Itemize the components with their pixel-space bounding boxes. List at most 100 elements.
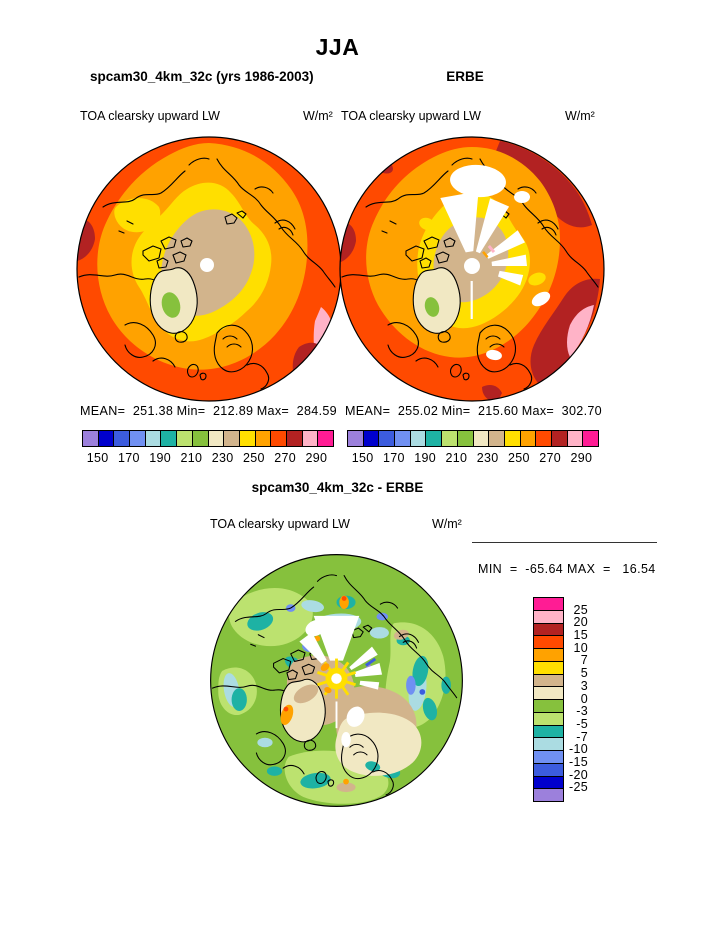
colorbar-tick: 190 xyxy=(149,451,172,465)
colorbar-tick: 190 xyxy=(414,451,437,465)
colorbar-label: -5 xyxy=(576,716,588,731)
obs-missing-data-wedges xyxy=(440,164,551,361)
minmax-divider xyxy=(472,542,657,543)
colorbar-cell-magenta xyxy=(318,431,333,446)
model-variable-label: TOA clearsky upward LW xyxy=(80,109,220,123)
colorbar-label: 15 xyxy=(573,628,588,643)
greenland-cold-spot xyxy=(161,292,181,318)
colorbar-label: -3 xyxy=(576,704,588,719)
model-colorbar xyxy=(82,430,334,447)
model-map xyxy=(76,136,342,402)
colorbar-cell-cornflower xyxy=(395,431,411,446)
diff-panel-title: spcam30_4km_32c - ERBE xyxy=(251,480,424,495)
colorbar-cell-purple xyxy=(348,431,364,446)
colorbar-tick: 170 xyxy=(117,451,140,465)
model-mean: MEAN= 251.38 xyxy=(80,404,174,418)
colorbar-cell-redorange xyxy=(534,636,563,649)
colorbar-label: 7 xyxy=(580,653,588,668)
colorbar-cell-redorange xyxy=(536,431,552,446)
colorbar-label: 25 xyxy=(573,602,588,617)
colorbar-cell-royal xyxy=(534,763,563,777)
obs-map xyxy=(339,136,605,402)
colorbar-cell-orange xyxy=(534,649,563,662)
model-panel-title: spcam30_4km_32c (yrs 1986-2003) xyxy=(90,69,314,84)
colorbar-tick: 170 xyxy=(382,451,405,465)
obs-min: Min= 215.60 xyxy=(441,404,519,418)
colorbar-cell-orange xyxy=(255,431,272,446)
colorbar-cell-brick xyxy=(551,431,568,446)
colorbar-tick: 250 xyxy=(242,451,265,465)
colorbar-cell-tan xyxy=(224,431,240,446)
model-stats: MEAN= 251.38 Min= 212.89 Max= 284.59 xyxy=(80,404,337,418)
colorbar-cell-green xyxy=(192,431,209,446)
colorbar-cell-teal xyxy=(426,431,443,446)
colorbar-tick: 290 xyxy=(570,451,593,465)
obs-units-label: W/m² xyxy=(565,109,595,123)
colorbar-cell-lightgreen xyxy=(177,431,193,446)
obs-variable-label: TOA clearsky upward LW xyxy=(341,109,481,123)
colorbar-tick: 230 xyxy=(211,451,234,465)
obs-colorbar xyxy=(347,430,599,447)
colorbar-cell-cornflower xyxy=(534,751,563,764)
diff-colorbar-labels: 25 20 15 10 7 5 3 0 -3 -5 -7 -10 -15 -20 -25 xyxy=(558,597,588,800)
colorbar-label: 0 xyxy=(580,691,588,706)
diff-units-label: W/m² xyxy=(432,517,462,531)
colorbar-tick: 270 xyxy=(539,451,562,465)
colorbar-cell-navy xyxy=(534,776,563,790)
colorbar-cell-navy xyxy=(98,431,115,446)
colorbar-tick: 250 xyxy=(507,451,530,465)
colorbar-cell-yellow xyxy=(504,431,521,446)
colorbar-cell-purple xyxy=(534,789,563,801)
colorbar-tick: 210 xyxy=(180,451,203,465)
diff-colorbar xyxy=(533,597,564,802)
colorbar-cell-cream xyxy=(473,431,490,446)
colorbar-tick: 230 xyxy=(476,451,499,465)
colorbar-cell-cream xyxy=(534,687,563,700)
pole-gap-dot xyxy=(200,258,214,272)
colorbar-cell-palecyan xyxy=(534,738,563,751)
model-min: Min= 212.89 xyxy=(176,404,254,418)
colorbar-cell-lightgreen xyxy=(534,712,563,726)
model-max: Max= 284.59 xyxy=(256,404,337,418)
colorbar-cell-teal xyxy=(161,431,178,446)
colorbar-cell-magenta xyxy=(534,598,563,611)
colorbar-cell-royal xyxy=(379,431,396,446)
model-colorbar-ticks: 150 170 190 210 230 250 270 290 xyxy=(82,451,332,465)
obs-mean: MEAN= 255.02 xyxy=(345,404,439,418)
obs-max: Max= 302.70 xyxy=(521,404,602,418)
obs-colorbar-ticks: 150 170 190 210 230 250 270 290 xyxy=(347,451,597,465)
diff-variable-label: TOA clearsky upward LW xyxy=(210,517,350,531)
colorbar-cell-pink xyxy=(567,431,584,446)
colorbar-cell-brick xyxy=(286,431,303,446)
model-units-label: W/m² xyxy=(303,109,333,123)
colorbar-cell-pink xyxy=(302,431,319,446)
colorbar-cell-royal xyxy=(114,431,131,446)
diff-cream-patch-scandinavia xyxy=(335,712,422,776)
colorbar-cell-magenta xyxy=(583,431,598,446)
colorbar-cell-navy xyxy=(363,431,380,446)
colorbar-label: 10 xyxy=(573,640,588,655)
colorbar-tick: 150 xyxy=(351,451,374,465)
season-title: JJA xyxy=(315,34,360,60)
colorbar-cell-purple xyxy=(83,431,99,446)
colorbar-cell-cornflower xyxy=(130,431,146,446)
colorbar-tick: 210 xyxy=(445,451,468,465)
colorbar-label: -25 xyxy=(569,780,588,795)
colorbar-cell-palecyan xyxy=(145,431,162,446)
colorbar-cell-cream xyxy=(208,431,225,446)
colorbar-cell-tan xyxy=(489,431,505,446)
colorbar-cell-teal xyxy=(534,725,563,739)
colorbar-label: 3 xyxy=(580,678,588,693)
pole-gap-dot xyxy=(464,258,480,274)
diff-minmax: MIN = -65.64 MAX = 16.54 xyxy=(478,562,656,576)
colorbar-cell-yellow xyxy=(534,661,563,675)
obs-panel-title: ERBE xyxy=(446,69,484,84)
obs-stats: MEAN= 255.02 Min= 215.60 Max= 302.70 xyxy=(345,404,602,418)
pole-sunburst xyxy=(316,658,357,699)
colorbar-label: -7 xyxy=(576,729,588,744)
colorbar-cell-orange xyxy=(520,431,537,446)
colorbar-tick: 270 xyxy=(274,451,297,465)
diff-map xyxy=(210,554,463,807)
colorbar-label: -20 xyxy=(569,767,588,782)
